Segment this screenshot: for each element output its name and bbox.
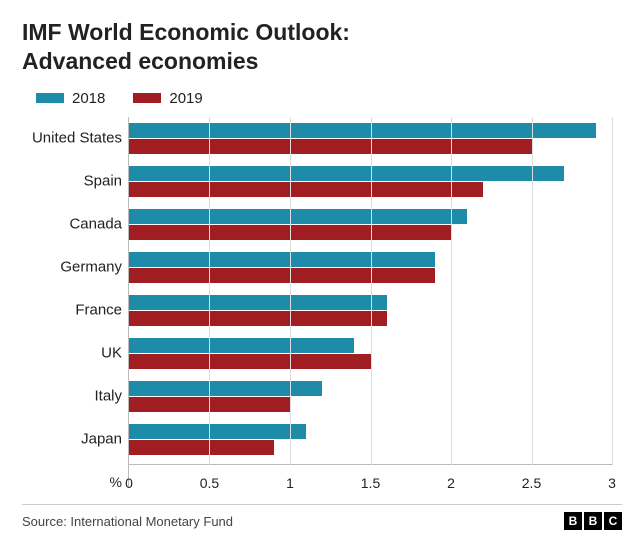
- x-tick-label: 2.5: [522, 475, 541, 491]
- legend-swatch-2019: [133, 93, 161, 103]
- category-label: Japan: [81, 431, 122, 448]
- x-tick-label: 1.5: [361, 475, 380, 491]
- category-label: Canada: [69, 216, 122, 233]
- legend: 2018 2019: [36, 90, 612, 107]
- category-label: France: [75, 302, 122, 319]
- gridline: [451, 117, 452, 465]
- bar-2018: [129, 209, 467, 224]
- bar-2018: [129, 166, 564, 181]
- gridline: [290, 117, 291, 465]
- x-tick-label: 2: [447, 475, 455, 491]
- category-label: UK: [101, 345, 122, 362]
- gridline: [371, 117, 372, 465]
- bbc-box-1: B: [564, 512, 582, 530]
- bar-2019: [129, 354, 371, 369]
- legend-swatch-2018: [36, 93, 64, 103]
- bar-2019: [129, 311, 387, 326]
- bar-2019: [129, 182, 483, 197]
- title-line-1: IMF World Economic Outlook:: [22, 19, 350, 45]
- category-label: Spain: [84, 173, 122, 190]
- bar-2018: [129, 424, 306, 439]
- legend-item-2018: 2018: [36, 90, 105, 107]
- bar-2019: [129, 139, 532, 154]
- bbc-box-2: B: [584, 512, 602, 530]
- title-line-2: Advanced economies: [22, 48, 258, 74]
- category-label: Italy: [94, 388, 122, 405]
- gridline: [532, 117, 533, 465]
- chart-title: IMF World Economic Outlook: Advanced eco…: [22, 18, 612, 76]
- bar-2019: [129, 268, 435, 283]
- bbc-box-3: C: [604, 512, 622, 530]
- y-axis-labels: % United States Spain Canada Germany France U…: [22, 117, 128, 487]
- bbc-logo: B B C: [564, 512, 622, 530]
- chart-area: % United States Spain Canada Germany France U…: [22, 117, 612, 487]
- axis-unit-label: %: [110, 474, 122, 490]
- x-tick-label: 3: [608, 475, 616, 491]
- plot-region: 00.511.522.53: [128, 117, 612, 487]
- category-label: Germany: [60, 259, 122, 276]
- bar-2019: [129, 440, 274, 455]
- bar-2018: [129, 381, 322, 396]
- source-text: Source: International Monetary Fund: [22, 514, 233, 529]
- category-label: United States: [32, 130, 122, 147]
- legend-item-2019: 2019: [133, 90, 202, 107]
- footer: Source: International Monetary Fund B B …: [22, 504, 622, 530]
- legend-label-2018: 2018: [72, 90, 105, 107]
- gridline: [612, 117, 613, 465]
- x-tick-label: 0.5: [200, 475, 219, 491]
- x-tick-label: 0: [125, 475, 133, 491]
- x-tick-label: 1: [286, 475, 294, 491]
- bar-2018: [129, 123, 596, 138]
- bar-2018: [129, 252, 435, 267]
- bar-2018: [129, 338, 354, 353]
- gridline: [209, 117, 210, 465]
- legend-label-2019: 2019: [169, 90, 202, 107]
- bar-2018: [129, 295, 387, 310]
